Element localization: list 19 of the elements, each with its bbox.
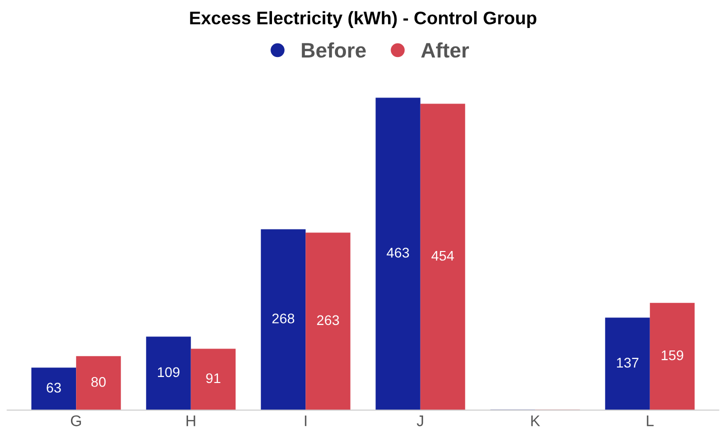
x-tick-label: J: [416, 416, 424, 426]
data-label: 263: [317, 315, 339, 326]
x-tick-label: H: [186, 416, 196, 426]
data-label: 463: [386, 248, 409, 258]
data-label: 159: [662, 350, 684, 360]
x-tick-label: G: [70, 415, 81, 426]
data-label: 137: [616, 358, 638, 368]
x-tick-label: L: [646, 416, 654, 426]
data-label: 91: [206, 373, 220, 384]
data-label: 63: [46, 382, 61, 393]
x-tick-label: K: [531, 416, 540, 426]
legend-label: Before: [302, 42, 366, 58]
chart-title: Excess Electricity (kWh) - Control Group: [190, 11, 536, 28]
x-tick-label: I: [304, 416, 306, 426]
legend-label: After: [421, 42, 469, 58]
data-label: 268: [272, 314, 294, 324]
data-label: 109: [158, 367, 180, 378]
data-label: 454: [431, 250, 454, 261]
data-label: 80: [91, 377, 106, 387]
